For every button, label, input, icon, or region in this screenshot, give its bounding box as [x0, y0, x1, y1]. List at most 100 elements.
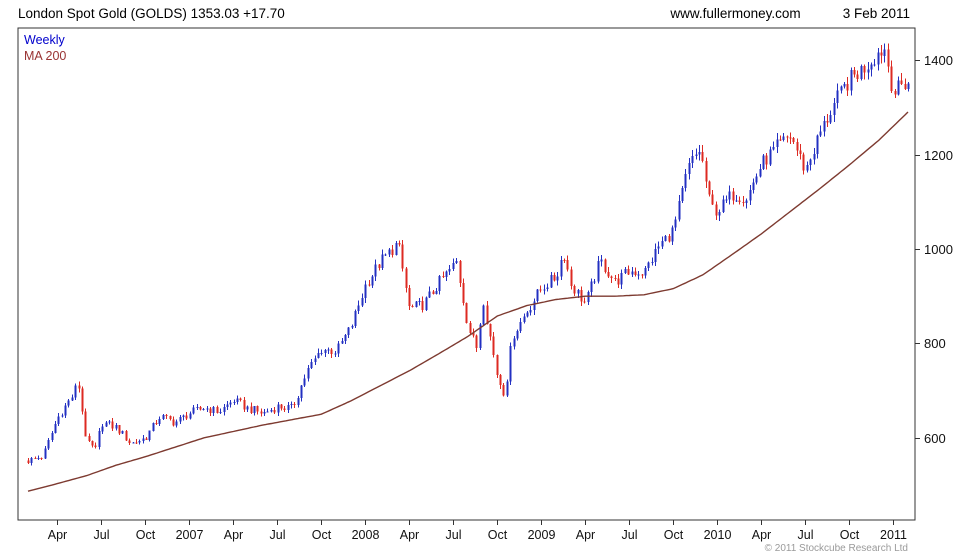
candle-up [105, 422, 108, 427]
candle-up [526, 312, 529, 317]
candle-up [98, 431, 101, 447]
x-axis-label: Oct [136, 528, 156, 542]
x-axis-label: Apr [224, 528, 243, 542]
candle-up [233, 402, 236, 404]
candle-up [344, 335, 347, 341]
candle-up [651, 261, 654, 263]
candle-down [617, 278, 620, 285]
candle-down [459, 261, 462, 284]
candle-up [560, 260, 563, 277]
candle-down [243, 400, 246, 410]
candle-up [600, 259, 603, 262]
candle-up [148, 430, 151, 440]
candle-up [438, 276, 441, 292]
x-axis-label: Oct [312, 528, 332, 542]
candle-down [826, 120, 829, 123]
candle-up [455, 261, 458, 263]
candle-down [411, 306, 414, 307]
candle-down [84, 411, 87, 437]
candle-up [263, 411, 266, 414]
candle-up [597, 261, 600, 282]
candle-up [67, 400, 70, 406]
candle-down [566, 260, 569, 270]
header-right: www.fullermoney.com 3 Feb 2011 [670, 6, 910, 21]
candle-up [354, 310, 357, 326]
candle-up [873, 64, 876, 66]
candle-down [486, 305, 489, 324]
candle-up [57, 416, 60, 424]
candle-up [674, 219, 677, 228]
candle-up [718, 212, 721, 216]
chart-date: 3 Feb 2011 [842, 5, 910, 21]
candle-down [169, 415, 172, 420]
candle-up [290, 404, 293, 406]
candle-down [475, 335, 478, 349]
legend-ma200-label: MA 200 [24, 49, 67, 63]
candle-up [833, 102, 836, 116]
candle-down [280, 404, 283, 409]
x-axis-label: Jul [94, 528, 110, 542]
candle-up [523, 316, 526, 322]
candle-down [580, 290, 583, 302]
x-axis-label: 2009 [528, 528, 556, 542]
candle-up [536, 289, 539, 302]
candle-down [462, 283, 465, 304]
candle-up [54, 424, 57, 434]
candle-down [738, 200, 741, 202]
candle-up [37, 458, 40, 460]
candle-up [725, 199, 728, 201]
candle-up [698, 151, 701, 155]
candle-up [850, 70, 853, 91]
candle-down [856, 74, 859, 79]
candle-up [688, 163, 691, 175]
x-axis-label: Jul [622, 528, 638, 542]
x-axis-label: 2008 [352, 528, 380, 542]
candle-down [88, 436, 91, 442]
candle-down [583, 301, 586, 303]
candle-up [236, 398, 239, 403]
candle-up [513, 338, 516, 347]
x-axis-label: Apr [752, 528, 771, 542]
candle-up [755, 176, 758, 183]
candle-up [506, 381, 509, 396]
copyright-notice: © 2011 Stockcube Research Ltd [764, 543, 908, 554]
candle-up [317, 353, 320, 359]
candle-down [846, 84, 849, 91]
x-axis-label: Jul [446, 528, 462, 542]
candle-up [361, 297, 364, 306]
candle-up [307, 368, 310, 379]
candle-up [121, 431, 124, 434]
candle-down [378, 264, 381, 269]
candle-up [809, 159, 812, 166]
candle-up [631, 271, 634, 275]
candle-down [634, 271, 637, 276]
candle-down [199, 406, 202, 410]
candle-up [684, 174, 687, 188]
candle-up [860, 66, 863, 79]
candle-up [142, 438, 145, 441]
candle-down [502, 385, 505, 396]
candle-up [691, 156, 694, 163]
candle-down [765, 155, 768, 165]
candle-down [539, 289, 542, 291]
candle-down [779, 139, 782, 141]
candle-down [792, 138, 795, 142]
candle-up [654, 248, 657, 262]
candle-up [678, 200, 681, 220]
candlestick-chart: 600 800 1000 1200 1400 Apr Jul Oct 2007 Apr Jul Oct… [17, 27, 953, 542]
candle-up [877, 52, 880, 65]
candles-layer [27, 43, 910, 466]
candle-up [519, 321, 522, 332]
candle-down [111, 421, 114, 429]
candle-up [546, 287, 549, 290]
candle-up [823, 120, 826, 132]
candle-down [256, 406, 259, 412]
candle-down [607, 272, 610, 277]
candle-up [152, 423, 155, 431]
candle-down [627, 269, 630, 275]
candle-up [897, 80, 900, 95]
candle-up [836, 90, 839, 103]
candle-down [185, 415, 188, 419]
candle-up [196, 406, 199, 408]
